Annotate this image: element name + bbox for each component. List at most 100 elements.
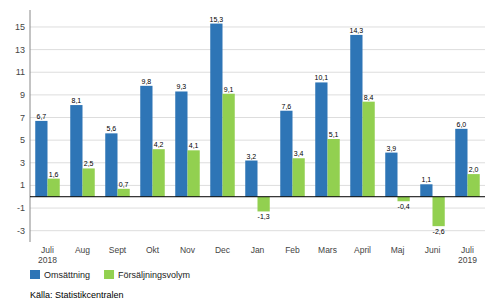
data-label: 1,1 — [422, 176, 432, 183]
x-tick-line: Juli — [41, 245, 54, 255]
bar — [315, 82, 327, 196]
bar — [175, 91, 187, 196]
y-tick-label: 13 — [15, 45, 25, 55]
x-tick-label: Jan — [251, 245, 265, 255]
data-label: -0,4 — [398, 203, 410, 210]
x-tick-label: Juli2018 — [38, 245, 57, 265]
bar — [83, 168, 95, 196]
grid-line — [30, 117, 485, 118]
grid-line — [30, 230, 485, 231]
data-label: 3,2 — [247, 153, 257, 160]
bar — [70, 105, 82, 197]
legend-swatch — [104, 270, 114, 279]
grid-line — [30, 72, 485, 73]
data-labels: 6,7 8,1 5,6 9,8 9,3 15,3 3,2 7,6 10,1 14,3 3,9 1,1 6… — [37, 16, 479, 236]
data-label: 9,8 — [142, 78, 152, 85]
bar — [258, 197, 270, 212]
data-label: 3,9 — [387, 145, 397, 152]
source-note: Källa: Statistikcentralen — [30, 290, 124, 300]
x-tick-line: Feb — [285, 245, 300, 255]
data-label: 8,1 — [72, 97, 82, 104]
x-tick-label: Aug — [75, 245, 90, 255]
data-label: 14,3 — [350, 27, 364, 34]
bar — [350, 35, 362, 197]
data-label: 4,1 — [189, 142, 199, 149]
data-label: 9,3 — [177, 83, 187, 90]
bars — [35, 24, 480, 227]
x-tick-label: Juni — [425, 245, 441, 255]
grid-line — [30, 94, 485, 95]
x-tick-line: Dec — [215, 245, 231, 255]
bar — [385, 153, 397, 197]
data-label: 6,0 — [457, 121, 467, 128]
bar — [455, 129, 467, 197]
y-axis-line — [30, 10, 31, 242]
y-tick-label: 15 — [15, 22, 25, 32]
data-label: 8,4 — [364, 94, 374, 101]
x-tick-line: Mars — [318, 245, 337, 255]
data-label: 6,7 — [37, 113, 47, 120]
data-label: -2,6 — [433, 228, 445, 235]
data-label: 5,6 — [107, 125, 117, 132]
y-tick-label: 3 — [20, 158, 25, 168]
data-label: 4,2 — [154, 141, 164, 148]
x-tick-line: April — [354, 245, 371, 255]
legend-swatch — [30, 270, 40, 279]
data-label: 3,4 — [294, 150, 304, 157]
x-tick-label: Okt — [146, 245, 160, 255]
data-label: 10,1 — [315, 74, 329, 81]
y-tick-label: 5 — [20, 135, 25, 145]
x-tick-line: Maj — [391, 245, 405, 255]
x-tick-line: Sept — [109, 245, 127, 255]
y-tick-label: -3 — [17, 226, 25, 236]
x-tick-label: Maj — [391, 245, 405, 255]
x-tick-line: Jan — [251, 245, 265, 255]
bar — [293, 158, 305, 196]
bar — [420, 184, 432, 196]
y-tick-label: 11 — [16, 67, 25, 77]
baseline — [30, 196, 485, 197]
x-tick-line: Aug — [75, 245, 90, 255]
x-tick-label: April — [354, 245, 371, 255]
bar — [105, 133, 117, 196]
bar — [468, 174, 480, 197]
x-tick-line: Okt — [146, 245, 160, 255]
bar — [210, 24, 222, 197]
x-tick-label: Mars — [318, 245, 337, 255]
grid-line — [30, 140, 485, 141]
x-tick-label: Sept — [109, 245, 127, 255]
x-tick-line: 2018 — [38, 255, 57, 265]
data-label: 2,0 — [469, 166, 479, 173]
data-label: 2,5 — [84, 160, 94, 167]
bar — [223, 94, 235, 197]
bar — [48, 179, 60, 197]
bar — [140, 86, 152, 197]
y-tick-label: 1 — [20, 180, 25, 190]
x-tick-label: Dec — [215, 245, 231, 255]
bar — [433, 197, 445, 226]
data-label: -1,3 — [258, 213, 270, 220]
chart: -3-1135791113156,78,15,69,89,315,33,27,6… — [0, 0, 493, 304]
x-tick-line: Juni — [425, 245, 441, 255]
data-label: 9,1 — [224, 86, 234, 93]
bar — [153, 149, 165, 197]
data-label: 15,3 — [210, 16, 224, 23]
legend: Omsättning Försäljningsvolym — [30, 270, 190, 280]
legend-label: Omsättning — [44, 270, 90, 280]
bar — [398, 197, 410, 202]
bar — [280, 111, 292, 197]
bar — [363, 102, 375, 197]
x-axis: Juli2018AugSeptOktNovDecJanFebMarsAprilM… — [38, 245, 477, 265]
x-tick-label: Nov — [180, 245, 196, 255]
legend-label: Försäljningsvolym — [118, 270, 190, 280]
x-tick-line: Juli — [461, 245, 474, 255]
y-tick-label: 7 — [20, 113, 25, 123]
grid — [30, 27, 485, 231]
bar — [245, 161, 257, 197]
bar — [188, 150, 200, 196]
data-label: 7,6 — [282, 103, 292, 110]
data-label: 0,7 — [119, 181, 129, 188]
grid-line — [30, 26, 485, 27]
x-tick-label: Feb — [285, 245, 300, 255]
x-tick-line: Nov — [180, 245, 196, 255]
